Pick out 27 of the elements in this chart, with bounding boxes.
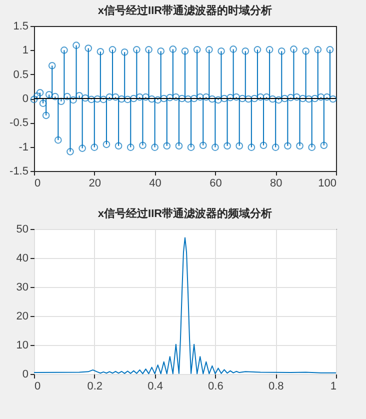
y-tick-label: 30 bbox=[16, 282, 28, 294]
x-tick-label: 1 bbox=[330, 380, 336, 392]
y-tick-label: 0 bbox=[22, 93, 28, 105]
y-tick-label: -1 bbox=[18, 141, 28, 154]
y-tick-label: 50 bbox=[16, 224, 28, 236]
x-tick-label: 60 bbox=[210, 178, 222, 190]
chart-title: x信号经过IIR带通滤波器的频域分析 bbox=[98, 207, 272, 220]
chart-title: x信号经过IIR带通滤波器的时域分析 bbox=[98, 4, 272, 17]
y-tick-label: -0.5 bbox=[10, 117, 28, 130]
y-tick-label: 0.5 bbox=[13, 68, 28, 81]
x-tick-label: 20 bbox=[88, 178, 102, 190]
y-tick-label: 1.5 bbox=[13, 20, 28, 32]
y-tick-label: 1 bbox=[22, 44, 28, 57]
y-tick-label: 40 bbox=[16, 252, 28, 264]
y-tick-label: 20 bbox=[16, 310, 28, 322]
y-tick-label: 10 bbox=[16, 340, 28, 352]
y-tick-label: 0 bbox=[22, 368, 28, 380]
x-tick-label: 0 bbox=[34, 178, 41, 190]
x-tick-label: 80 bbox=[270, 178, 282, 190]
x-tick-label: 0 bbox=[34, 380, 41, 392]
x-tick-label: 100 bbox=[318, 178, 336, 190]
y-tick-label: -1.5 bbox=[10, 166, 28, 178]
x-tick-label: 0.6 bbox=[208, 380, 224, 392]
x-tick-label: 40 bbox=[149, 178, 162, 190]
x-tick-label: 0.4 bbox=[148, 380, 163, 392]
x-tick-label: 0.2 bbox=[87, 380, 103, 392]
x-tick-label: 0.8 bbox=[268, 380, 284, 392]
